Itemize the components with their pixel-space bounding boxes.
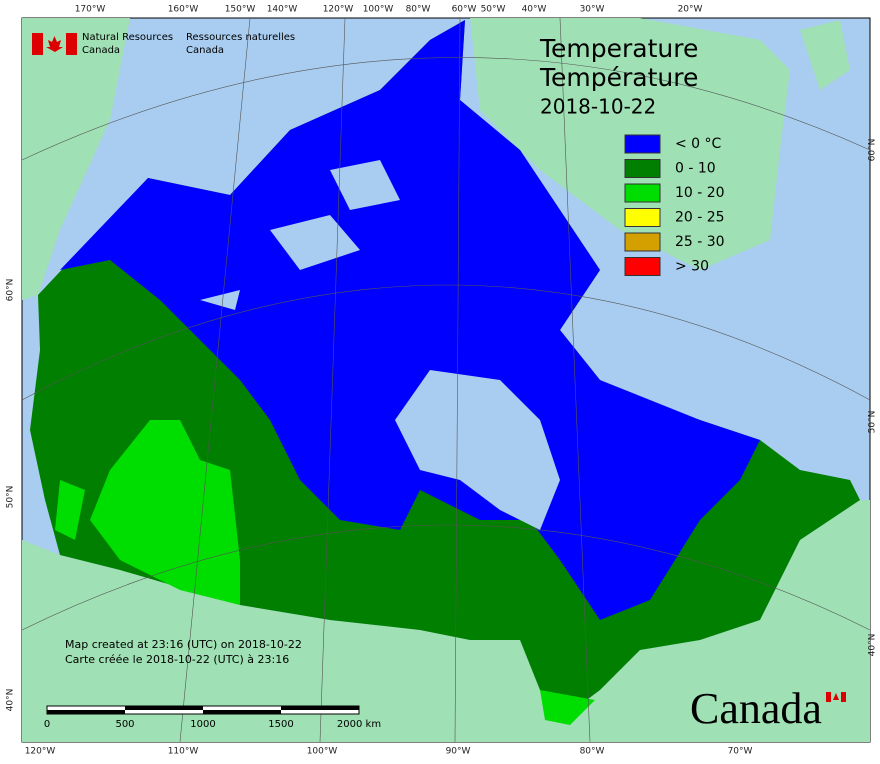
legend-label: < 0 °C bbox=[675, 136, 722, 152]
lon-label: 70°W bbox=[728, 747, 753, 757]
lon-label: 110°W bbox=[168, 747, 199, 757]
title: Temperature bbox=[539, 34, 698, 63]
agency-fr: Ressources naturelles bbox=[186, 32, 295, 43]
legend-label: 25 - 30 bbox=[675, 234, 725, 250]
lon-label: 60°W bbox=[452, 5, 477, 15]
legend-label: 10 - 20 bbox=[675, 185, 725, 201]
lon-label: 20°W bbox=[678, 5, 703, 15]
legend-swatch bbox=[624, 232, 661, 252]
top-labels: 170°W 160°W 150°W 140°W 120°W 100°W 80°W 60°W 50… bbox=[6, 5, 878, 757]
scale-label: 2000 km bbox=[337, 719, 381, 730]
agency-en: Natural Resources bbox=[82, 32, 173, 43]
scale-label: 0 bbox=[44, 719, 50, 730]
legend-swatch bbox=[624, 183, 661, 203]
wordmark: Canada bbox=[690, 684, 846, 733]
lon-label: 120°W bbox=[323, 5, 354, 15]
lon-label: 30°W bbox=[580, 5, 605, 15]
legend-swatch bbox=[624, 159, 661, 178]
lon-label: 100°W bbox=[307, 747, 338, 757]
lon-label: 140°W bbox=[267, 5, 298, 15]
canada-wordmark: Canada bbox=[690, 684, 822, 733]
legend-swatch bbox=[624, 208, 661, 227]
lat-label: 60°N bbox=[6, 279, 16, 302]
lon-label: 90°W bbox=[446, 747, 471, 757]
lon-label: 120°W bbox=[25, 747, 56, 757]
agency-fr: Canada bbox=[186, 45, 224, 56]
legend-label: > 30 bbox=[675, 259, 709, 275]
lat-label: 40°N bbox=[868, 634, 878, 657]
lon-label: 100°W bbox=[363, 5, 394, 15]
legend-swatch bbox=[624, 134, 661, 154]
legend-label: 0 - 10 bbox=[675, 161, 716, 177]
logo: Natural Resources Canada Ressources natu… bbox=[32, 32, 295, 56]
legend-label: 20 - 25 bbox=[675, 210, 725, 226]
title: Température bbox=[539, 63, 698, 92]
lon-label: 40°W bbox=[522, 5, 547, 15]
lat-label: 50°N bbox=[6, 486, 16, 509]
land bbox=[22, 18, 870, 742]
graticule bbox=[21, 17, 871, 743]
legend: < 0 °C 0 - 10 10 - 20 20 - 25 25 - 30 > 30 bbox=[624, 134, 725, 276]
lat-label: 50°N bbox=[868, 411, 878, 434]
lon-label: 170°W bbox=[75, 5, 106, 15]
note: Map created at 23:16 (UTC) on 2018-10-22 bbox=[65, 638, 302, 651]
lon-label: 160°W bbox=[168, 5, 199, 15]
date: 2018-10-22 bbox=[540, 95, 656, 119]
scale-label: 1500 bbox=[268, 719, 293, 730]
lon-label: 50°W bbox=[481, 5, 506, 15]
legend-swatch bbox=[624, 257, 661, 276]
scale-labels: 0 500 1000 1500 2000 km bbox=[44, 719, 381, 730]
agency-en: Canada bbox=[82, 45, 120, 56]
lat-label: 40°N bbox=[6, 689, 16, 712]
scale-label: 1000 bbox=[190, 719, 215, 730]
scale-label: 500 bbox=[115, 719, 134, 730]
lon-label: 150°W bbox=[225, 5, 256, 15]
scale-bar bbox=[46, 705, 360, 715]
note: Carte créée le 2018-10-22 (UTC) à 23:16 bbox=[65, 653, 289, 666]
lat-label: 60°N bbox=[868, 139, 878, 162]
lon-label: 80°W bbox=[406, 5, 431, 15]
lon-label: 80°W bbox=[580, 747, 605, 757]
